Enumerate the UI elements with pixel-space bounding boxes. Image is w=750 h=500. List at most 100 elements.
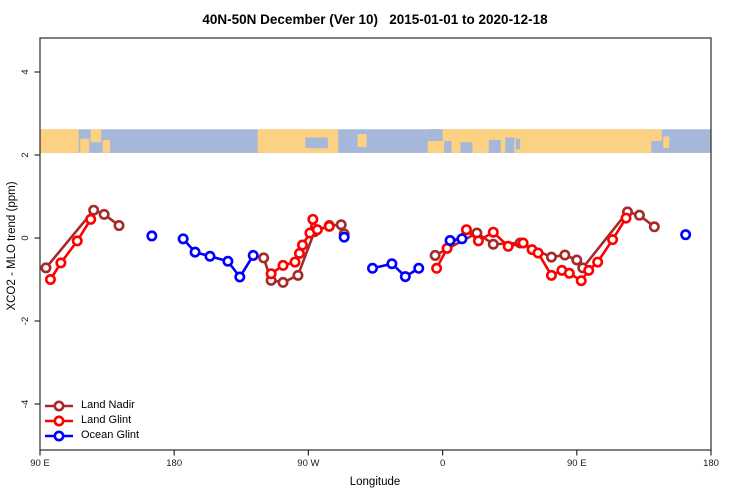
data-point <box>265 268 277 280</box>
data-point <box>323 220 335 232</box>
land-patch <box>102 139 111 153</box>
ocean-patch <box>460 142 473 153</box>
data-point <box>620 212 632 224</box>
data-point <box>258 252 270 264</box>
y-tick-label: -4 <box>20 400 31 408</box>
data-point <box>487 238 499 250</box>
data-point <box>88 204 100 216</box>
data-point <box>338 231 350 243</box>
plot-border <box>39 37 712 451</box>
data-point <box>71 235 83 247</box>
series-line <box>44 208 121 270</box>
land-segment <box>427 129 652 153</box>
legend-marker-icon <box>45 400 73 411</box>
data-point <box>648 221 660 233</box>
legend: Land Nadir Land Glint Ocean Glint <box>44 398 139 443</box>
data-point <box>335 219 347 231</box>
data-point <box>277 259 289 271</box>
data-point <box>472 235 484 247</box>
legend-label: Land Nadir <box>81 399 135 411</box>
land-patch <box>90 129 102 143</box>
data-point <box>146 230 158 242</box>
series-ocean-glint <box>146 229 692 283</box>
data-point <box>460 224 472 236</box>
data-point <box>444 234 456 246</box>
data-point <box>296 239 308 251</box>
x-tick-label: 0 <box>440 458 445 469</box>
data-point <box>545 269 557 281</box>
x-tick-label: 180 <box>703 458 719 469</box>
data-point <box>563 267 575 279</box>
y-axis-label: XCO2 - MLO trend (ppm) <box>6 181 18 310</box>
ocean-patch <box>505 137 515 153</box>
ocean-patch <box>305 137 328 149</box>
land-patch <box>80 138 90 153</box>
ocean-patch <box>427 129 443 142</box>
legend-item-land-glint: Land Glint <box>44 413 139 428</box>
data-point <box>367 262 379 274</box>
data-point <box>55 257 67 269</box>
data-point <box>431 262 443 274</box>
x-axis-label: Longitude <box>350 476 401 488</box>
y-tick-label: 2 <box>20 152 31 157</box>
data-point <box>189 246 201 258</box>
data-point <box>517 237 529 249</box>
data-point <box>277 276 289 288</box>
series-land-glint <box>44 212 632 287</box>
data-point <box>592 256 604 268</box>
y-tick-label: -2 <box>20 317 31 325</box>
y-axis-ticks: -4 -2 0 2 4 <box>20 69 40 408</box>
data-point <box>607 234 619 246</box>
data-point <box>583 264 595 276</box>
data-point <box>456 233 468 245</box>
x-axis-ticks: 90 E 180 90 W 0 90 E 180 <box>30 450 719 469</box>
data-point <box>502 240 514 252</box>
legend-label: Ocean Glint <box>81 429 140 441</box>
data-point <box>234 271 246 283</box>
data-point <box>399 271 411 283</box>
legend-item-ocean-glint: Ocean Glint <box>44 428 139 443</box>
data-point <box>85 213 97 225</box>
data-point <box>289 256 301 268</box>
x-tick-label: 90 W <box>297 458 319 469</box>
data-point <box>413 262 425 274</box>
legend-item-land-nadir: Land Nadir <box>44 398 139 413</box>
land-patch <box>357 134 367 148</box>
data-point <box>680 229 692 241</box>
data-point <box>44 273 56 285</box>
land-patch <box>651 129 662 142</box>
data-point <box>487 226 499 238</box>
legend-label: Land Glint <box>81 414 132 426</box>
data-point <box>311 224 323 236</box>
data-point <box>247 249 259 261</box>
data-point <box>571 254 583 266</box>
land-segment <box>40 129 79 153</box>
legend-marker-icon <box>45 430 73 441</box>
data-point <box>222 255 234 267</box>
map-strip <box>40 129 711 153</box>
chart-title: 40N-50N December (Ver 10) 2015-01-01 to … <box>202 12 548 27</box>
data-point <box>429 249 441 261</box>
legend-marker-icon <box>45 415 73 426</box>
data-point <box>532 247 544 259</box>
data-point <box>204 250 216 262</box>
ocean-patch <box>515 138 521 150</box>
x-tick-label: 90 E <box>567 458 587 469</box>
data-point <box>307 213 319 225</box>
y-tick-label: 0 <box>20 235 31 240</box>
plot-layers: 90 E 180 90 W 0 90 E 180 -4 -2 0 2 4 <box>20 37 719 469</box>
series-line <box>181 237 255 279</box>
y-tick-label: 4 <box>20 69 31 74</box>
series-line <box>49 218 92 281</box>
data-point <box>386 258 398 270</box>
data-point <box>113 220 125 232</box>
data-point <box>292 269 304 281</box>
data-point <box>575 275 587 287</box>
data-point <box>98 208 110 220</box>
data-point <box>559 249 571 261</box>
series-line <box>371 262 421 278</box>
data-point <box>177 233 189 245</box>
data-point <box>545 251 557 263</box>
